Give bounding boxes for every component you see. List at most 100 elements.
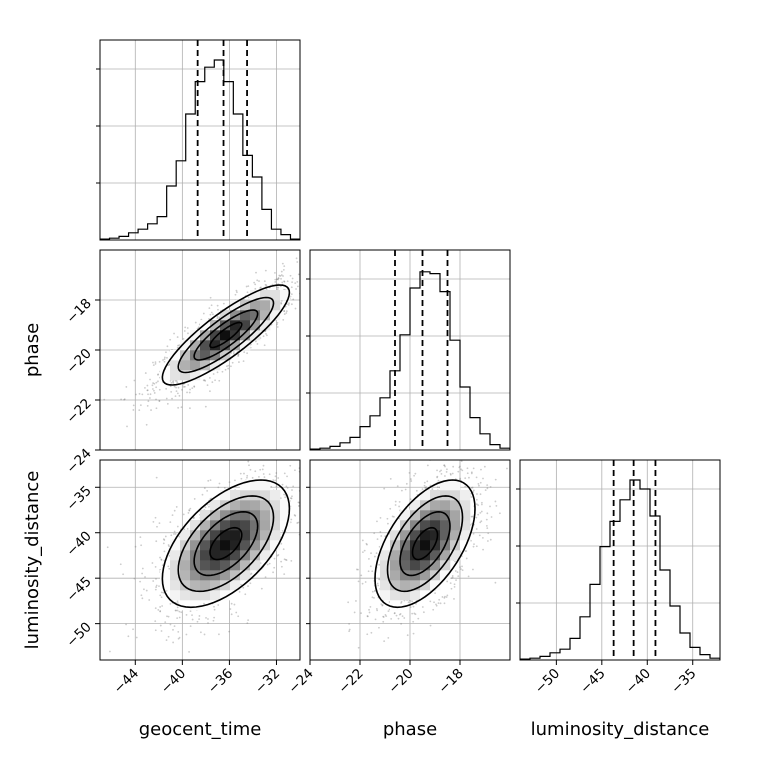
sample-point bbox=[443, 602, 446, 605]
contour-line bbox=[193, 511, 259, 577]
sample-point bbox=[180, 406, 183, 409]
sample-point bbox=[207, 479, 210, 482]
sample-point bbox=[368, 558, 370, 560]
sample-point bbox=[183, 330, 186, 332]
sample-point bbox=[160, 591, 163, 594]
density-cell bbox=[390, 550, 401, 561]
sample-point bbox=[177, 630, 180, 633]
sample-point bbox=[378, 578, 380, 581]
sample-point bbox=[369, 565, 372, 568]
sample-point bbox=[149, 393, 152, 396]
sample-point bbox=[289, 464, 292, 467]
sample-point bbox=[138, 392, 141, 395]
sample-point bbox=[371, 596, 374, 599]
sample-point bbox=[290, 286, 293, 289]
sample-point bbox=[321, 274, 323, 276]
sample-point bbox=[489, 538, 492, 541]
sample-point bbox=[434, 592, 436, 595]
sample-point bbox=[217, 604, 220, 606]
sample-point bbox=[160, 630, 163, 632]
density-cell bbox=[270, 510, 281, 521]
sample-point bbox=[373, 532, 376, 535]
density-cell bbox=[210, 530, 221, 541]
density-cell bbox=[250, 480, 261, 491]
sample-point bbox=[232, 352, 235, 355]
histogram-geocent_time bbox=[100, 59, 300, 240]
sample-point bbox=[374, 590, 376, 593]
sample-point bbox=[147, 400, 150, 403]
sample-point bbox=[204, 379, 207, 382]
density-cell bbox=[380, 560, 391, 571]
sample-point bbox=[471, 486, 474, 489]
sample-point bbox=[484, 489, 487, 492]
sample-point bbox=[437, 479, 440, 482]
x-tick-label: −45 bbox=[577, 666, 608, 697]
sample-point bbox=[188, 391, 191, 394]
sample-point bbox=[444, 595, 446, 598]
sample-point bbox=[152, 364, 155, 366]
density-cell bbox=[450, 520, 461, 531]
sample-point bbox=[178, 610, 181, 613]
sample-point bbox=[169, 602, 172, 605]
sample-point bbox=[282, 319, 285, 321]
sample-point bbox=[256, 279, 259, 282]
density-cell bbox=[270, 290, 281, 301]
sample-point bbox=[218, 379, 221, 382]
sample-point bbox=[167, 635, 170, 638]
density-cell bbox=[180, 350, 191, 361]
density-cell bbox=[200, 320, 211, 331]
sample-point bbox=[377, 584, 380, 587]
sample-point bbox=[185, 614, 188, 616]
sample-point bbox=[247, 585, 249, 587]
sample-point bbox=[381, 604, 384, 607]
sample-point bbox=[413, 612, 416, 615]
sample-point bbox=[475, 516, 478, 519]
sample-point bbox=[467, 575, 470, 578]
density-cell bbox=[160, 370, 171, 381]
density-cell bbox=[210, 540, 221, 551]
density-cell bbox=[280, 500, 291, 511]
density-cell bbox=[180, 560, 191, 571]
density-cell bbox=[450, 550, 461, 561]
y-tick-label: −45 bbox=[63, 574, 94, 605]
density-cell bbox=[240, 490, 251, 501]
sample-point bbox=[475, 545, 478, 548]
density-cell bbox=[430, 560, 441, 571]
sample-point bbox=[207, 622, 209, 624]
density-cell bbox=[210, 320, 221, 331]
x-tick-label: −18 bbox=[435, 666, 466, 697]
sample-point bbox=[263, 476, 266, 479]
sample-point bbox=[153, 392, 156, 394]
contour-line bbox=[374, 479, 476, 609]
sample-point bbox=[464, 550, 467, 552]
density-cell bbox=[200, 350, 211, 361]
sample-point bbox=[409, 478, 412, 480]
sample-point bbox=[160, 559, 163, 561]
density-cell bbox=[220, 500, 231, 511]
sample-point bbox=[259, 287, 262, 289]
sample-point bbox=[155, 577, 157, 580]
sample-point bbox=[155, 540, 158, 543]
scatter-panel-phase-luminosity_distance bbox=[309, 459, 511, 661]
sample-point bbox=[109, 650, 111, 653]
sample-point bbox=[169, 338, 172, 341]
sample-point bbox=[187, 384, 190, 386]
density-cell bbox=[390, 520, 401, 531]
sample-point bbox=[182, 513, 185, 516]
sample-point bbox=[209, 313, 212, 316]
sample-point bbox=[280, 542, 283, 545]
sample-point bbox=[486, 527, 489, 530]
sample-point bbox=[290, 303, 293, 306]
sample-point bbox=[174, 533, 177, 535]
sample-point bbox=[481, 536, 484, 539]
sample-point bbox=[122, 573, 125, 576]
sample-point bbox=[163, 358, 166, 361]
sample-point bbox=[376, 520, 378, 523]
sample-point bbox=[291, 277, 294, 280]
sample-point bbox=[247, 460, 250, 463]
density-cell bbox=[450, 480, 461, 491]
sample-point bbox=[159, 606, 162, 608]
sample-point bbox=[263, 344, 266, 347]
sample-point bbox=[465, 557, 468, 560]
sample-point bbox=[485, 518, 488, 521]
